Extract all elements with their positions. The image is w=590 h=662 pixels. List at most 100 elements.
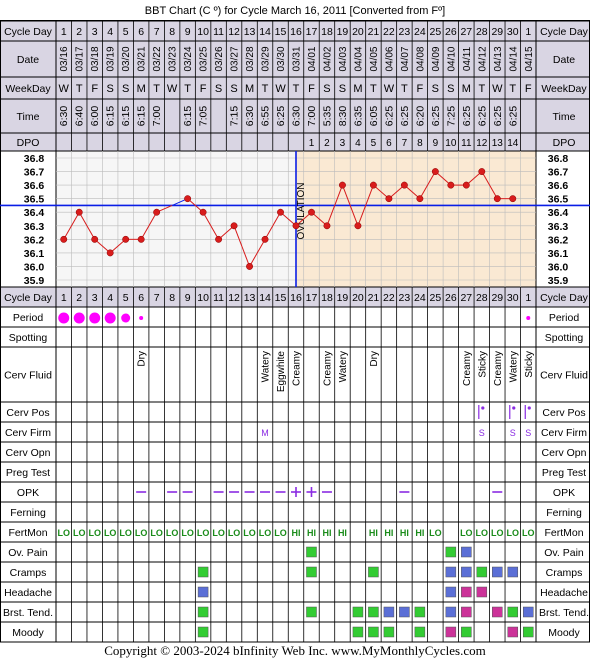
time-17: 7:00 — [306, 106, 318, 127]
row-label-right-preg_test: Preg Test — [542, 467, 586, 479]
weekday-4: S — [107, 83, 114, 95]
weekday-18: S — [323, 83, 330, 95]
y-tick-label-left: 36.6 — [24, 180, 45, 192]
weekday-7: T — [153, 83, 160, 95]
moody-box-day-10 — [197, 626, 209, 638]
temperature-point-day-13 — [246, 262, 253, 270]
date-26: 04/10 — [446, 46, 457, 71]
weekday-11: S — [215, 83, 222, 95]
row-label-right-headache: Headache — [540, 587, 588, 599]
moody-box-day-30 — [507, 626, 519, 638]
time-19: 8:30 — [337, 106, 349, 127]
cycle-day-8: 8 — [169, 26, 175, 38]
date-20: 04/04 — [353, 46, 364, 71]
y-tick-label-right: 36.2 — [548, 234, 569, 246]
cycle-day-31: 1 — [525, 26, 531, 38]
cerv-fluid-16: Creamy — [292, 351, 303, 386]
date-10: 03/25 — [199, 46, 210, 71]
date-2: 03/17 — [75, 46, 86, 71]
dpo-29: 13 — [492, 138, 504, 149]
temperature-line-segment — [341, 184, 359, 226]
time-29: 6:25 — [492, 106, 504, 127]
cycle-day-1: 1 — [61, 292, 67, 304]
fertmon-10: LO — [197, 528, 210, 538]
dpo-20: 4 — [355, 138, 361, 149]
dpo-25: 9 — [433, 138, 439, 149]
temperature-line-segment — [326, 184, 343, 226]
cycle-day-29: 29 — [491, 26, 503, 38]
row-label-fertmon: FertMon — [8, 527, 47, 539]
temperature-point-day-5 — [122, 235, 130, 243]
cycle-day-2: 2 — [76, 26, 82, 38]
copyright-footer: Copyright © 2003-2024 bInfinity Web Inc.… — [104, 643, 486, 658]
row-label-cycle_day: Cycle Day — [4, 26, 53, 38]
temperature-point-day-20 — [354, 222, 362, 230]
temperature-point-day-26 — [447, 181, 455, 189]
ov-pain-box-day-27 — [461, 546, 472, 558]
temperature-line-segment — [233, 225, 251, 267]
cycle-day-25: 25 — [430, 26, 442, 38]
fertmon-21: HI — [369, 528, 378, 538]
weekday-20: M — [353, 83, 362, 95]
time-15: 6:25 — [275, 106, 287, 127]
cycle-day-22: 22 — [383, 26, 395, 38]
time-21: 6:05 — [368, 106, 380, 127]
cycle-day-20: 20 — [352, 292, 364, 304]
time-20: 6:35 — [352, 106, 364, 127]
period-dot-day-6 — [139, 316, 144, 320]
weekday-3: F — [91, 83, 98, 95]
weekday-30: T — [509, 83, 516, 95]
weekday-1: W — [59, 83, 70, 95]
temperature-point-day-30 — [509, 195, 517, 203]
weekday-17: F — [308, 83, 315, 95]
row-label-right-weekday: WeekDay — [541, 83, 587, 95]
cerv-pos-dot-day-30 — [512, 406, 516, 410]
fertmon-4: LO — [104, 528, 117, 538]
cycle-day-24: 24 — [414, 26, 426, 38]
headache-box-day-10 — [197, 586, 209, 598]
cycle-day-3: 3 — [92, 292, 98, 304]
temperature-point-day-15 — [277, 208, 284, 216]
time-3: 6:00 — [89, 106, 101, 127]
cycle-day-5: 5 — [123, 292, 129, 304]
y-tick-label-left: 36.0 — [24, 261, 45, 273]
brst-tend-box-day-31 — [523, 606, 534, 618]
fertmon-27: LO — [460, 528, 473, 538]
cycle-day-5: 5 — [123, 26, 129, 38]
weekday-5: S — [122, 83, 129, 95]
temperature-line-segment — [202, 211, 220, 240]
row-label-weekday: WeekDay — [5, 83, 51, 95]
cycle-day-2: 2 — [76, 292, 82, 304]
row-label-right-cerv_opn: Cerv Opn — [542, 447, 587, 459]
time-5: 6:15 — [120, 106, 132, 127]
y-tick-label-right: 36.6 — [548, 180, 569, 192]
cerv-fluid-29: Creamy — [493, 351, 504, 386]
fertmon-8: LO — [166, 528, 179, 538]
cerv-pos-dot-day-28 — [481, 406, 485, 410]
fertmon-24: HI — [415, 528, 424, 538]
row-label-right-brst_tend: Brst. Tend. — [539, 607, 589, 619]
time-30: 6:25 — [507, 106, 519, 127]
brst-tend-box-day-24 — [414, 606, 426, 618]
cycle-day-15: 15 — [275, 26, 287, 38]
row-label-period: Period — [13, 312, 44, 324]
cerv-fluid-27: Creamy — [462, 351, 473, 386]
date-28: 04/12 — [477, 46, 488, 71]
weekday-10: F — [200, 83, 207, 95]
date-9: 03/24 — [183, 46, 194, 71]
y-tick-label-left: 35.9 — [24, 275, 45, 287]
cerv-firm-14: M — [261, 428, 269, 438]
time-13: 6:30 — [244, 106, 256, 127]
header-row-bg-dpo — [0, 133, 590, 151]
header-row-bg-cycle_day — [0, 21, 590, 41]
fertmon-18: HI — [322, 528, 331, 538]
moody-box-day-27 — [461, 626, 472, 638]
cramps-box-day-21 — [368, 566, 379, 578]
row-label-cerv_fluid: Cerv Fluid — [4, 370, 52, 382]
temperature-point-day-3 — [91, 235, 99, 243]
weekday-12: S — [230, 83, 237, 95]
weekday-19: S — [339, 83, 346, 95]
moody-box-day-21 — [368, 626, 379, 638]
weekday-27: M — [462, 83, 471, 95]
temperature-point-day-6 — [137, 235, 145, 243]
